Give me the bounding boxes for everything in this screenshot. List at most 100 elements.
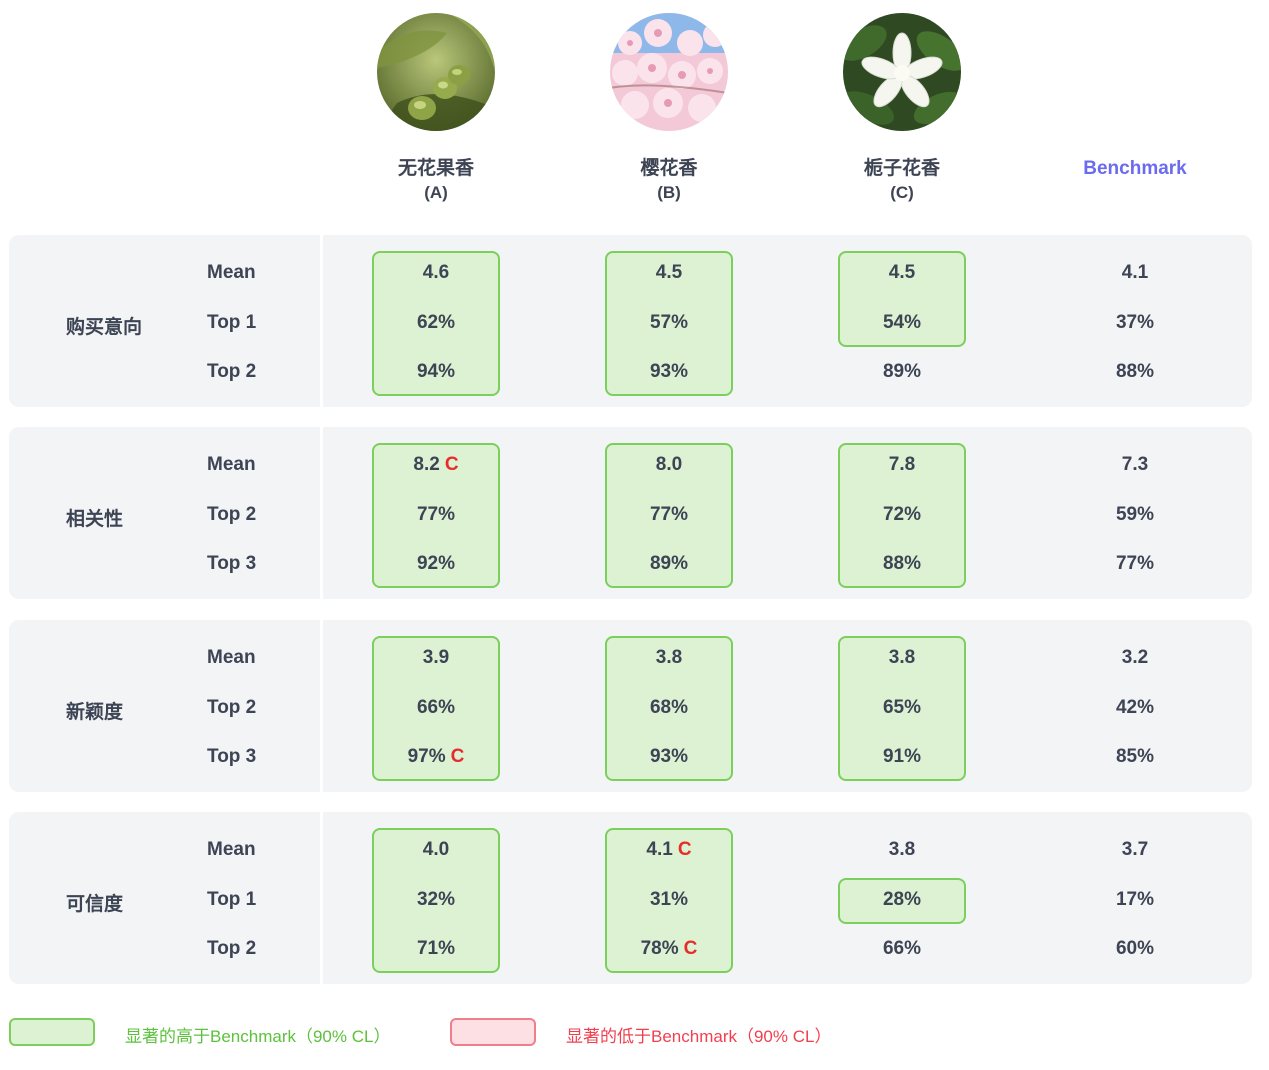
cell-value: 93% (649, 746, 689, 767)
value-cell: 93% (589, 746, 749, 768)
significance-mark: C (450, 746, 465, 767)
value-cell: 32% (356, 889, 516, 911)
group-label: 可信度 (66, 894, 124, 915)
cell-value: 89% (882, 361, 922, 382)
significant-highlight-box (605, 443, 733, 588)
value-cell: 3.8 (822, 647, 982, 669)
panel-divider (320, 812, 323, 984)
value-cell: 31% (589, 889, 749, 911)
metric-label: Mean (207, 454, 256, 475)
value-cell: 7.8 (822, 454, 982, 476)
value-cell: 85% (1055, 746, 1215, 768)
panel-divider (320, 235, 323, 407)
metric-label: Top 3 (207, 553, 257, 574)
value-cell: 62% (356, 312, 516, 334)
significance-mark: C (683, 938, 698, 959)
value-cell: 68% (589, 697, 749, 719)
cell-value: 94% (416, 361, 456, 382)
column-name: 樱花香 (640, 158, 698, 179)
panel-divider (320, 620, 323, 792)
cell-value: 59% (1115, 504, 1155, 525)
value-cell: 3.8 (822, 839, 982, 861)
value-cell: 8.2 C (356, 454, 516, 476)
value-cell: 89% (822, 361, 982, 383)
value-cell: 97% C (356, 746, 516, 768)
legend-label: 显著的高于Benchmark（90% CL） (125, 1027, 391, 1046)
value-cell: 4.1 (1055, 262, 1215, 284)
cell-value: 31% (649, 889, 689, 910)
cell-value: 66% (882, 938, 922, 959)
value-cell: 3.2 (1055, 647, 1215, 669)
significant-highlight-box (605, 636, 733, 781)
cell-value: 4.6 (422, 262, 450, 283)
cell-value: 3.2 (1121, 647, 1149, 668)
metric-label: Top 1 (207, 889, 257, 910)
value-cell: 4.5 (589, 262, 749, 284)
cell-value: 93% (649, 361, 689, 382)
value-cell: 8.0 (589, 454, 749, 476)
cell-value: 4.5 (655, 262, 683, 283)
column-header-1: 樱花香 (B) (589, 157, 749, 205)
cell-value: 78% (640, 938, 679, 959)
cell-value: 3.8 (888, 647, 916, 668)
cell-value: 68% (649, 697, 689, 718)
significant-highlight-box (838, 251, 966, 347)
metric-label: Mean (207, 839, 256, 860)
column-name: 栀子花香 (863, 158, 940, 179)
cell-value: 71% (416, 938, 456, 959)
cell-value: 88% (1115, 361, 1155, 382)
cell-value: 7.3 (1121, 454, 1149, 475)
value-cell: 78% C (589, 938, 749, 960)
cell-value: 42% (1115, 697, 1155, 718)
legend-swatch (9, 1018, 95, 1046)
significant-highlight-box (372, 636, 500, 781)
cherry-blossom-icon (610, 13, 728, 131)
cell-value: 37% (1115, 312, 1155, 333)
cell-value: 92% (416, 553, 456, 574)
cell-value: 4.0 (422, 839, 450, 860)
cell-value: 89% (649, 553, 689, 574)
cell-value: 54% (882, 312, 922, 333)
value-cell: 88% (1055, 361, 1215, 383)
value-cell: 65% (822, 697, 982, 719)
column-name: Benchmark (1083, 158, 1187, 179)
value-cell: 66% (356, 697, 516, 719)
value-cell: 89% (589, 553, 749, 575)
cell-value: 66% (416, 697, 456, 718)
value-cell: 77% (589, 504, 749, 526)
column-code: (C) (890, 183, 914, 202)
significant-highlight-box (372, 251, 500, 396)
cell-value: 77% (649, 504, 689, 525)
value-cell: 7.3 (1055, 454, 1215, 476)
metric-label: Mean (207, 647, 256, 668)
cell-value: 88% (882, 553, 922, 574)
value-cell: 71% (356, 938, 516, 960)
metric-label: Top 1 (207, 312, 257, 333)
metric-label: Top 2 (207, 938, 257, 959)
metric-label: Top 2 (207, 504, 257, 525)
value-cell: 93% (589, 361, 749, 383)
cell-value: 3.9 (422, 647, 450, 668)
cell-value: 4.5 (888, 262, 916, 283)
cell-value: 77% (416, 504, 456, 525)
metric-label: Mean (207, 262, 256, 283)
cell-value: 8.2 (413, 454, 440, 475)
significance-mark: C (677, 839, 692, 860)
value-cell: 4.1 C (589, 839, 749, 861)
value-cell: 4.0 (356, 839, 516, 861)
significant-highlight-box (372, 443, 500, 588)
cell-value: 60% (1115, 938, 1155, 959)
value-cell: 66% (822, 938, 982, 960)
value-cell: 92% (356, 553, 516, 575)
cell-value: 65% (882, 697, 922, 718)
significant-highlight-box (605, 251, 733, 396)
value-cell: 3.7 (1055, 839, 1215, 861)
column-header-0: 无花果香 (A) (356, 157, 516, 205)
cell-value: 3.8 (888, 839, 916, 860)
metric-label: Top 3 (207, 746, 257, 767)
value-cell: 4.6 (356, 262, 516, 284)
value-cell: 28% (822, 889, 982, 911)
panel-divider (320, 427, 323, 599)
cell-value: 3.7 (1121, 839, 1149, 860)
